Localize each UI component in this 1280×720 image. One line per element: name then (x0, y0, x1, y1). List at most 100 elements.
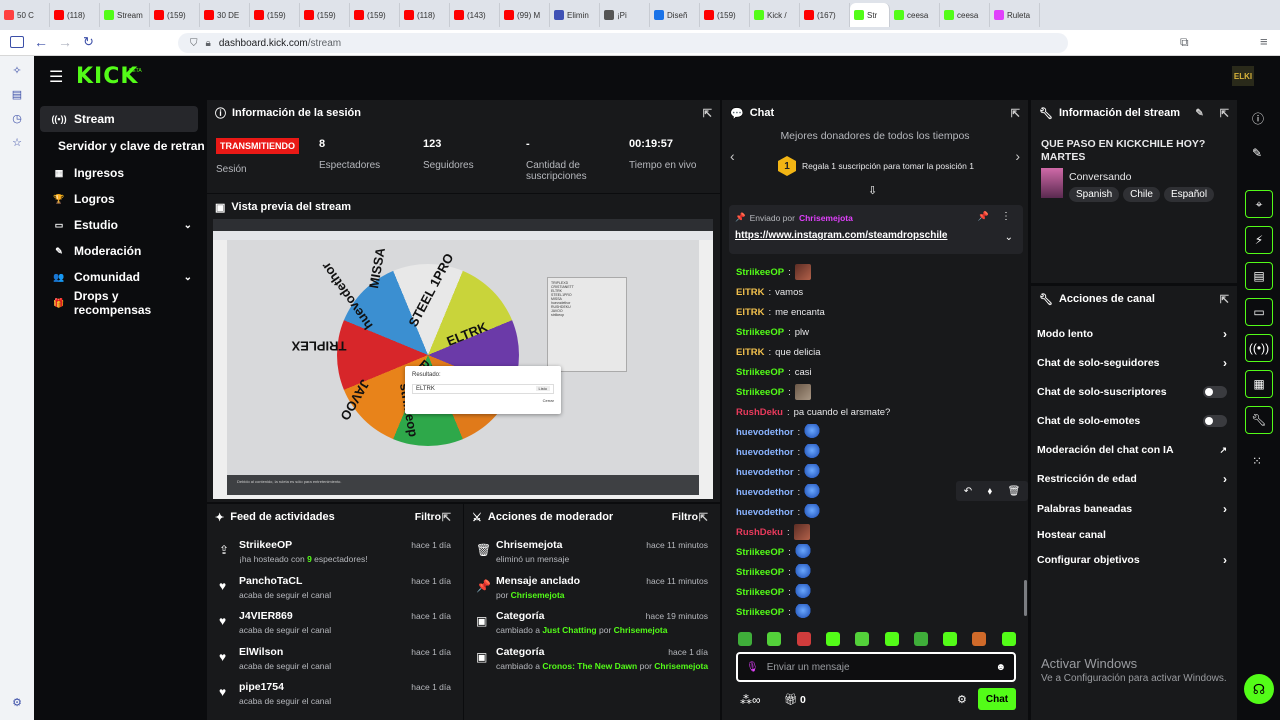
activity-user[interactable]: J4VIER869 (239, 610, 293, 622)
sidebar-item-ingresos[interactable]: ▦ Ingresos (40, 160, 198, 186)
layout-icon[interactable]: ▦ (1245, 370, 1273, 398)
settings-icon[interactable]: ⚙ (12, 697, 22, 709)
tag-chip[interactable]: Español (1163, 187, 1215, 202)
chat-username[interactable]: ElTRK (736, 286, 765, 298)
chevron-right-icon[interactable]: › (1015, 148, 1020, 164)
reading-list-icon[interactable]: ▤ (11, 89, 23, 101)
pin-icon[interactable]: ⬧ (987, 485, 993, 497)
popout-icon[interactable]: ⇱ (1010, 107, 1020, 120)
browser-tab[interactable]: (99) M (500, 3, 550, 27)
browser-tab[interactable]: (159) (700, 3, 750, 27)
activity-user[interactable]: StriikeeOP (239, 539, 293, 551)
chat-username[interactable]: StriikeeOP (736, 326, 785, 338)
channel-action-item[interactable]: Chat de solo-suscriptores (1037, 378, 1227, 406)
hamburger-icon[interactable]: ☰ (49, 69, 64, 86)
chevron-left-icon[interactable]: ‹ (730, 148, 735, 164)
chat-username[interactable]: huevodethor (736, 426, 794, 438)
popout-icon[interactable]: ⇱ (702, 107, 712, 120)
browser-tab[interactable]: (118) (50, 3, 100, 27)
send-chat-button[interactable]: Chat (978, 688, 1016, 710)
browser-tab[interactable]: (159) (250, 3, 300, 27)
ai-icon[interactable]: ✧ (12, 65, 22, 77)
browser-tab[interactable]: Diseñ (650, 3, 700, 27)
chat-username[interactable]: StriikeeOP (736, 586, 785, 598)
channel-action-item[interactable]: Modo lento › (1037, 320, 1227, 348)
kick-logo[interactable]: KICK (76, 64, 139, 89)
sidebar-item-moderación[interactable]: ✎ Moderación (40, 238, 198, 264)
channel-action-item[interactable]: Configurar objetivos › (1037, 546, 1227, 574)
tag-chip[interactable]: Spanish (1069, 187, 1120, 202)
pinned-link[interactable]: https://www.instagram.com/steamdropschil… (735, 230, 948, 241)
forward-icon[interactable]: → (58, 34, 72, 50)
edit-icon[interactable]: ✎ (1252, 146, 1263, 160)
browser-tab[interactable]: Elimin (550, 3, 600, 27)
browser-tab[interactable]: ¡Pi (600, 3, 650, 27)
chat-username[interactable]: huevodethor (736, 486, 794, 498)
user-avatar[interactable]: ELKI (1232, 66, 1254, 86)
category-name[interactable]: Conversando (1069, 171, 1132, 183)
address-bar[interactable]: ⛉ 🔒︎ dashboard.kick.com/stream (178, 33, 1068, 53)
toggle-switch[interactable] (1203, 386, 1227, 398)
chat-username[interactable]: StriikeeOP (736, 386, 785, 398)
browser-tab[interactable]: 30 DE (200, 3, 250, 27)
browser-tab[interactable]: Str (850, 3, 890, 27)
channel-action-item[interactable]: Restricción de edad › (1037, 465, 1227, 493)
emoji-icon[interactable]: ☻ (995, 661, 1006, 673)
sidebar-item-drops[interactable]: 🎁 Drops y recompensas (40, 289, 198, 317)
emote-icon[interactable] (796, 632, 811, 646)
more-icon[interactable]: ⋮ (1001, 211, 1011, 222)
chat-username[interactable]: ElTRK (736, 306, 765, 318)
browser-tab[interactable]: (159) (350, 3, 400, 27)
emote-icon[interactable] (913, 632, 928, 646)
chat-username[interactable]: huevodethor (736, 446, 794, 458)
activity-user[interactable]: ElWilson (239, 645, 284, 658)
channel-action-item[interactable]: Chat de solo-seguidores › (1037, 349, 1227, 377)
popout-icon[interactable]: ⇱ (698, 511, 708, 524)
browser-tab[interactable]: (167) (800, 3, 850, 27)
activity-user[interactable]: PanchoTaCL (239, 574, 303, 587)
bolt-icon[interactable]: ⚡︎ (1245, 226, 1273, 254)
browser-tab[interactable]: 50 C (0, 3, 50, 27)
activity-user[interactable]: pipe1754 (239, 681, 284, 693)
emote-icon[interactable] (1001, 632, 1016, 646)
emote-icon[interactable] (767, 632, 782, 646)
sidebar-toggle-icon[interactable] (10, 36, 24, 48)
filter-button[interactable]: Filtro (671, 511, 698, 523)
chat-icon[interactable]: ▭ (1245, 298, 1273, 326)
extensions-icon[interactable]: ⧉ (1180, 35, 1189, 49)
chat-scrollbar[interactable] (1024, 580, 1027, 616)
mic-icon[interactable]: 🎙 (746, 661, 759, 673)
sidebar-item-stream[interactable]: ((•)) Stream (40, 106, 198, 132)
sidebar-item-comunidad[interactable]: 👥 Comunidad ⌄ (40, 264, 198, 290)
chat-username[interactable]: StriikeeOP (736, 366, 785, 378)
browser-tab[interactable]: Kick / (750, 3, 800, 27)
wrench-icon[interactable]: 🔧︎ (1245, 406, 1273, 434)
channel-action-item[interactable]: Hostear canal (1037, 521, 1227, 549)
reload-icon[interactable]: ↻ (83, 34, 94, 49)
emote-icon[interactable] (825, 632, 840, 646)
info-icon[interactable]: ⓘ (1252, 112, 1265, 126)
undo-icon[interactable]: ↶ (963, 485, 973, 497)
sidebar-item-logros[interactable]: 🏆 Logros (40, 186, 198, 212)
channel-action-item[interactable]: Moderación del chat con IA ↗ (1037, 436, 1227, 464)
chat-username[interactable]: StriikeeOP (736, 606, 785, 618)
history-icon[interactable]: ◷ (12, 113, 22, 125)
chat-input[interactable]: 🎙 Enviar un mensaje ☻ (736, 652, 1016, 682)
more-dots-icon[interactable]: ⁙ (1252, 454, 1263, 468)
unpin-icon[interactable]: 📌 (977, 211, 989, 221)
popout-icon[interactable]: ⇱ (1219, 293, 1229, 306)
chat-username[interactable]: huevodethor (736, 466, 794, 478)
channel-action-item[interactable]: Chat de solo-emotes (1037, 407, 1227, 435)
menu-icon[interactable]: ≡ (1260, 34, 1268, 49)
scan-icon[interactable]: ⌖ (1245, 190, 1273, 218)
browser-tab[interactable]: (159) (300, 3, 350, 27)
sidebar-item-estudio[interactable]: ▭ Estudio ⌄ (40, 212, 198, 238)
chevron-down-icon[interactable]: ⌄ (183, 219, 192, 231)
chat-username[interactable]: ElTRK (736, 346, 765, 358)
browser-tab[interactable]: (118) (400, 3, 450, 27)
bookmark-icon[interactable]: ☆ (12, 137, 22, 149)
support-button[interactable]: ☊ (1244, 674, 1274, 704)
chat-username[interactable]: RushDeku (736, 406, 783, 418)
chevron-down-icon[interactable]: ⌄ (183, 271, 192, 283)
